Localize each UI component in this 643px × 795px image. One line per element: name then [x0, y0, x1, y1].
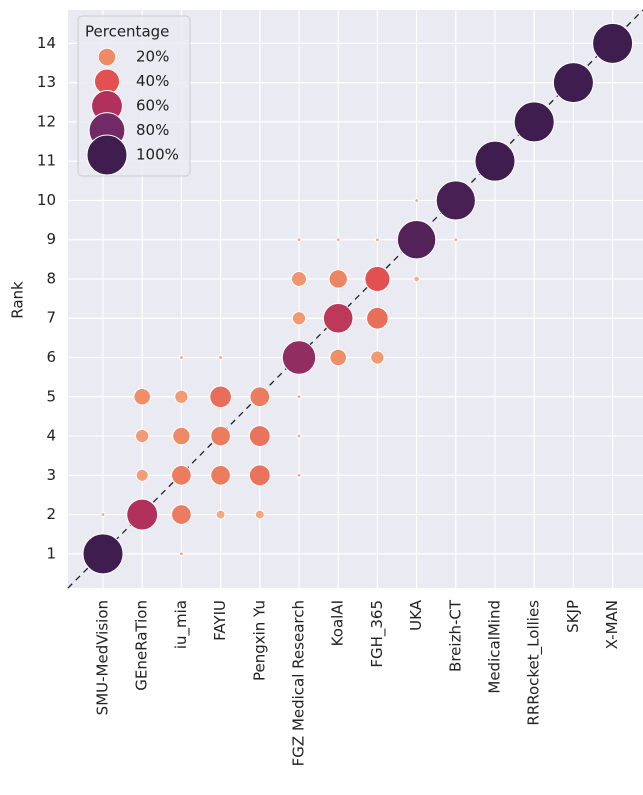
bubble [328, 269, 348, 289]
bubble [135, 468, 149, 482]
bubble [209, 385, 232, 409]
x-tick-label: UKA [407, 599, 425, 631]
legend-label: 60% [136, 97, 169, 115]
bubble [374, 237, 380, 243]
y-tick-label: 8 [46, 269, 56, 287]
y-tick-label: 1 [46, 544, 56, 562]
y-tick-label: 13 [37, 73, 56, 91]
bubble [281, 340, 317, 375]
bubble [171, 504, 192, 525]
y-tick-label: 6 [46, 348, 56, 366]
bubble [296, 472, 302, 478]
x-tick-label: KoalAI [329, 600, 347, 646]
bubble [135, 428, 150, 444]
x-tick-label: iu_mia [172, 600, 191, 649]
y-tick-label: 12 [37, 112, 56, 130]
bubble [474, 140, 516, 182]
legend-label: 20% [136, 48, 169, 66]
bubble [174, 389, 189, 404]
x-tick-label: MedicalMind [486, 600, 504, 694]
x-tick-label: Breizh-CT [446, 599, 464, 672]
diagonal-line [67, 9, 643, 589]
x-tick-label: SKJP [564, 600, 582, 633]
y-tick-label: 4 [46, 427, 56, 445]
legend-label: 80% [136, 121, 169, 139]
bubble [552, 62, 594, 104]
bubble [126, 498, 159, 531]
bubble [178, 355, 184, 361]
bubble [290, 270, 308, 287]
bubble [370, 350, 385, 365]
bubble [210, 464, 231, 486]
bubble [329, 348, 347, 367]
x-tick-label: RRRocket_Lollies [525, 600, 544, 726]
bubble [133, 387, 151, 406]
bubble [335, 237, 341, 243]
y-tick-label: 14 [37, 34, 56, 52]
bubble [171, 464, 192, 486]
bubble [513, 101, 555, 143]
y-axis-label: Rank [9, 281, 27, 319]
y-tick-label: 10 [37, 191, 56, 209]
legend-label: 100% [136, 146, 179, 164]
y-tick-label: 7 [46, 309, 56, 327]
bubble [248, 464, 271, 487]
x-tick-label: SMU-MedVision [94, 600, 112, 715]
y-tick-label: 2 [46, 505, 56, 523]
bubble [100, 512, 106, 518]
x-tick-label: FAYIU [211, 600, 229, 641]
bubble [413, 275, 420, 283]
bubble [215, 509, 226, 520]
x-tick-label: FGZ Medical Research [290, 600, 308, 766]
legend-label: 40% [136, 72, 169, 90]
bubble [248, 425, 271, 447]
bubble [435, 180, 476, 221]
y-tick-label: 5 [46, 387, 56, 405]
x-tick-label: X-MAN [603, 600, 621, 649]
x-tick-label: FGH_365 [368, 600, 387, 668]
bubble [249, 386, 271, 408]
bubble [592, 22, 634, 64]
bubble [396, 220, 437, 260]
bubble [172, 426, 191, 446]
bubble [178, 551, 184, 557]
legend-marker [97, 47, 117, 67]
bubble [291, 311, 307, 326]
bubble [210, 425, 231, 447]
bubble [296, 433, 302, 439]
y-tick-label: 3 [46, 466, 56, 484]
legend-marker [86, 134, 128, 176]
y-tick-label: 9 [46, 230, 56, 248]
bubble [364, 265, 391, 293]
bubble [296, 394, 302, 400]
bubble [296, 237, 302, 243]
bubble [218, 355, 224, 361]
bubble [322, 302, 354, 334]
bubble [82, 533, 124, 575]
x-tick-label: GEneRaTion [133, 600, 151, 691]
bubble [254, 509, 265, 520]
bubble [453, 237, 459, 243]
y-tick-label: 11 [37, 152, 56, 170]
bubble [366, 306, 389, 330]
x-tick-label: Pengxin Yu [250, 600, 268, 681]
bubble [414, 197, 420, 203]
legend-title: Percentage [85, 23, 169, 41]
